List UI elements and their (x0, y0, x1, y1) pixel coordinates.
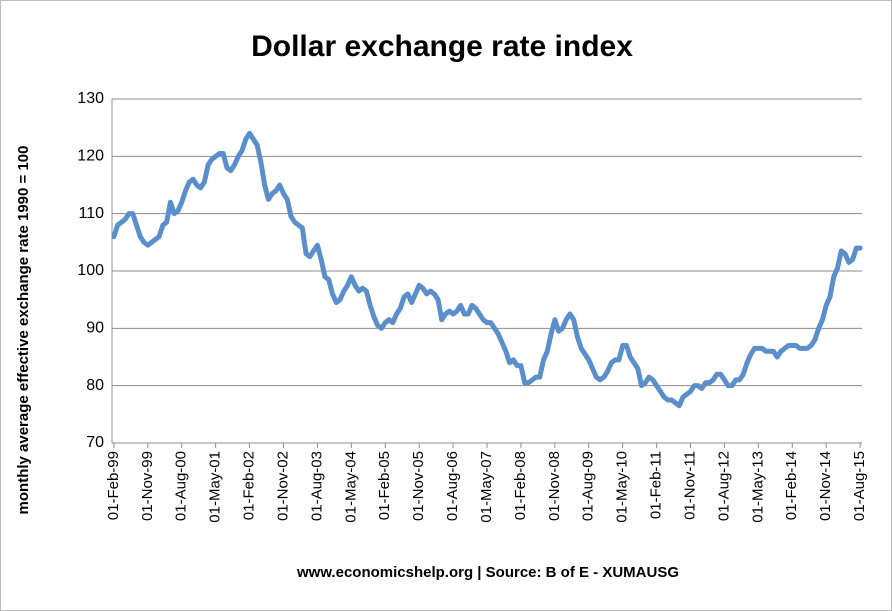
x-tick-label: 01-Feb-11 (648, 451, 665, 519)
x-tick-label: 01-May-10 (614, 451, 631, 523)
x-tick-label: 01-May-01 (207, 451, 224, 523)
x-tick-label: 01-May-13 (749, 451, 766, 523)
x-tick-label: 01-Aug-12 (715, 451, 732, 521)
x-tick-label: 01-Feb-99 (105, 451, 122, 520)
x-tick-label: 01-Feb-14 (783, 451, 800, 520)
x-tick-label: 01-Aug-03 (308, 451, 325, 521)
x-tick-label: 01-Nov-11 (681, 451, 698, 520)
x-tick-label: 01-Nov-99 (139, 451, 156, 521)
y-tick-label: 130 (77, 90, 104, 107)
x-tick-label: 01-Nov-08 (546, 451, 563, 521)
x-tick-label: 01-Feb-08 (512, 451, 529, 520)
x-tick-label: 01-Nov-05 (410, 451, 427, 521)
source-note: www.economicshelp.org | Source: B of E -… (296, 564, 679, 581)
x-tick-label: 01-Nov-14 (817, 451, 834, 521)
x-tick-label: 01-Aug-09 (580, 451, 597, 521)
x-tick-label: 01-Feb-05 (376, 451, 393, 520)
x-tick-label: 01-May-07 (478, 451, 495, 523)
y-tick-label: 80 (86, 377, 104, 394)
y-tick-label: 120 (77, 148, 104, 165)
y-tick-label: 70 (86, 434, 104, 451)
data-line (111, 130, 863, 409)
y-tick-label: 90 (86, 320, 104, 337)
x-tick-label: 01-Feb-02 (241, 451, 258, 520)
y-tick-label: 110 (78, 205, 104, 222)
x-tick-label: 01-Aug-06 (444, 451, 461, 521)
x-tick-label: 01-Aug-00 (173, 451, 190, 521)
x-tick-label: 01-Aug-15 (851, 451, 868, 521)
x-tick-label: 01-Nov-02 (274, 451, 291, 521)
y-tick-label: 100 (77, 262, 104, 279)
y-axis-label: monthly average effective exchange rate … (15, 146, 32, 515)
chart-title: Dollar exchange rate index (251, 30, 633, 63)
x-tick-label: 01-May-04 (342, 451, 359, 523)
